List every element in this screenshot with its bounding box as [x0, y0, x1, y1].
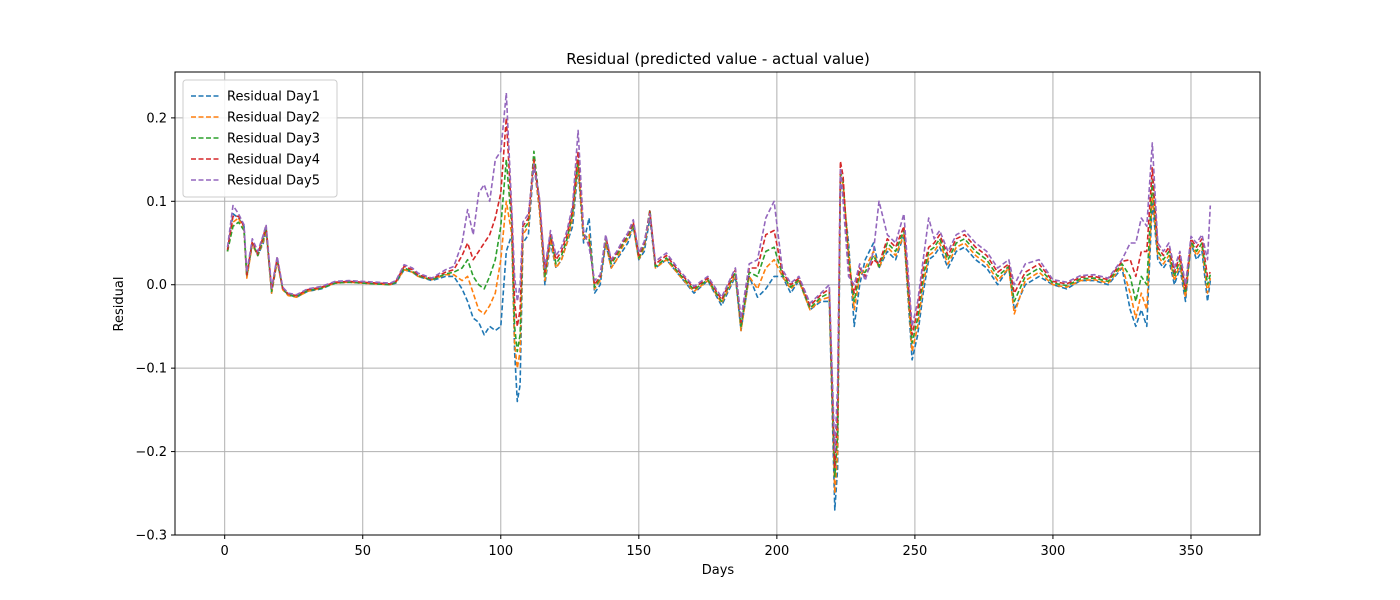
y-tick-label: 0.0	[146, 278, 167, 293]
legend-label-day4: Residual Day4	[227, 153, 320, 168]
y-tick-label: 0.1	[146, 195, 167, 210]
legend-label-day1: Residual Day1	[227, 90, 320, 105]
y-axis-ticks: −0.3 −0.2 −0.1 0.0 0.1 0.2	[135, 111, 175, 544]
series-line-day3	[226, 150, 1212, 478]
y-tick-label: 0.2	[146, 111, 167, 126]
legend-label-day3: Residual Day3	[227, 132, 320, 147]
y-tick-label: −0.3	[135, 529, 167, 544]
x-tick-label: 100	[488, 544, 513, 559]
x-tick-label: 300	[1041, 544, 1066, 559]
x-tick-label: 200	[764, 544, 789, 559]
plot-background	[175, 72, 1260, 535]
chart-title: Residual (predicted value - actual value…	[566, 50, 870, 68]
legend-frame	[182, 79, 338, 198]
y-tick-label: −0.1	[135, 362, 167, 377]
x-axis-label: Days	[702, 563, 735, 578]
y-tick-label: −0.2	[135, 445, 167, 460]
x-tick-label: 0	[221, 544, 229, 559]
series-line-day2	[226, 158, 1212, 495]
x-tick-label: 50	[354, 544, 371, 559]
x-tick-label: 250	[902, 544, 927, 559]
series-line-day5	[226, 92, 1212, 453]
x-axis-ticks: 0 50 100 150 200 250 300 350	[221, 535, 1204, 559]
x-tick-label: 350	[1179, 544, 1204, 559]
plot-frame	[174, 71, 1261, 536]
y-axis-label: Residual	[112, 277, 127, 332]
series-line-day4	[226, 117, 1211, 470]
series-lines	[226, 92, 1212, 511]
series-line-day1	[226, 163, 1212, 511]
x-tick-label: 150	[626, 544, 651, 559]
legend: Residual Day1 Residual Day2 Residual Day3 R…	[182, 79, 338, 198]
legend-label-day2: Residual Day2	[227, 111, 320, 126]
legend-label-day5: Residual Day5	[227, 174, 320, 189]
